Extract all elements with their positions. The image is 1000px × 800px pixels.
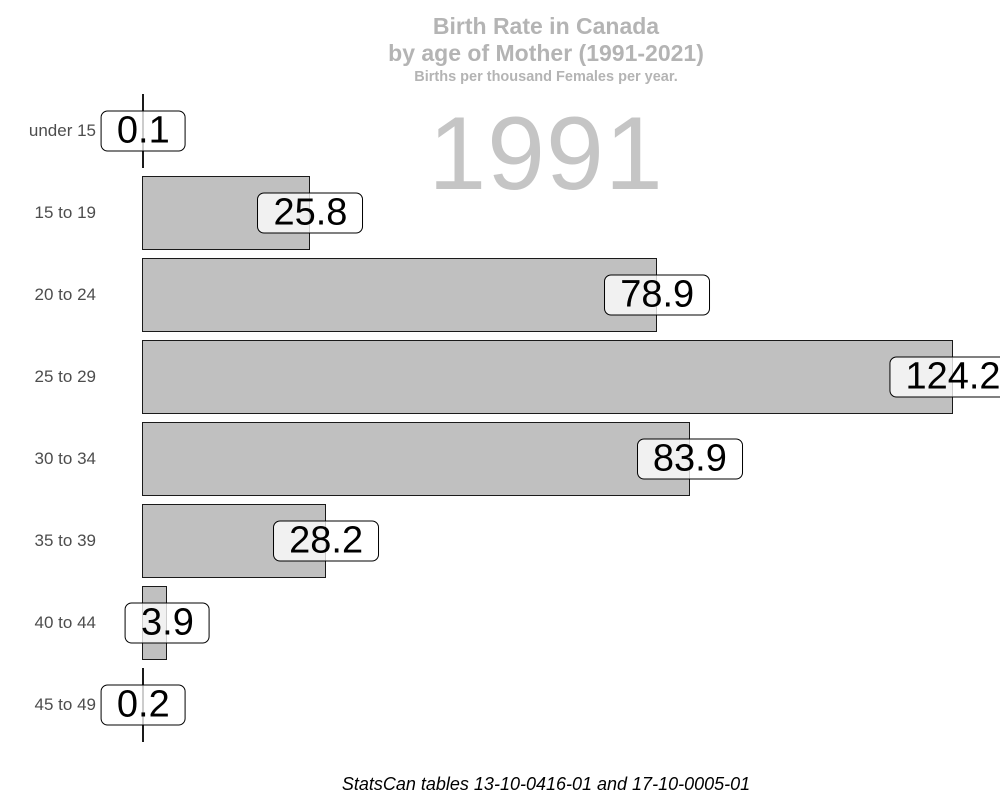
y-axis-label: 35 to 39 [34, 531, 96, 550]
y-axis-label: under 15 [28, 121, 96, 140]
value-label: 25.8 [257, 192, 364, 234]
year-watermark: 1991 [428, 96, 664, 212]
value-label: 78.9 [604, 274, 711, 316]
y-axis-label: 45 to 49 [34, 695, 96, 714]
y-axis-label: 30 to 34 [34, 449, 96, 468]
value-label: 0.1 [100, 110, 186, 152]
bar [142, 340, 954, 414]
chart-title-block: Birth Rate in Canada by age of Mother (1… [388, 13, 704, 87]
y-axis-label: 40 to 44 [34, 613, 96, 632]
y-axis-label: 25 to 29 [34, 367, 96, 386]
value-label: 3.9 [125, 602, 210, 644]
value-label: 28.2 [273, 520, 380, 562]
source-caption: StatsCan tables 13-10-0416-01 and 17-10-… [341, 774, 751, 794]
chart-title-line2: by age of Mother (1991-2021) [388, 40, 704, 66]
y-axis-label: 15 to 19 [34, 203, 96, 222]
value-label: 0.2 [100, 684, 186, 726]
bar [142, 422, 690, 496]
value-label: 83.9 [636, 438, 743, 480]
y-axis-label: 20 to 24 [34, 285, 96, 304]
bar [142, 258, 658, 332]
chart-subtitle: Births per thousand Females per year. [414, 69, 678, 85]
value-label: 124.2 [889, 356, 1000, 398]
chart-title-line1: Birth Rate in Canada [432, 13, 660, 39]
